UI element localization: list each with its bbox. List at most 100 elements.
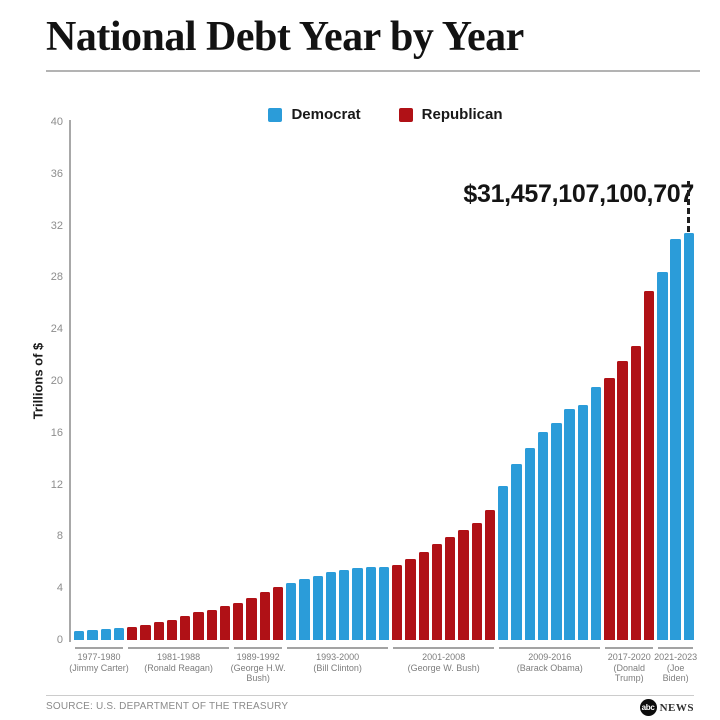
bar-1979 <box>100 629 111 640</box>
abc-logo-icon: abc <box>639 699 657 716</box>
bar-1977 <box>74 630 85 640</box>
x-group-label: 1981-1988 (Ronald Reagan) <box>131 652 227 673</box>
y-tick-label: 4 <box>56 582 63 595</box>
legend-item-republican: Republican <box>398 106 503 123</box>
x-group-label: 1993-2000 (Bill Clinton) <box>290 652 386 673</box>
bar-2012 <box>537 431 549 640</box>
x-group-president: (Donald <box>613 662 646 673</box>
bar-1991 <box>259 592 270 640</box>
source-text: SOURCE: U.S. DEPARTMENT OF THE TREASURY <box>46 701 289 712</box>
bar-2018 <box>617 361 628 640</box>
bar-1992 <box>272 587 284 640</box>
annotation-pointer-line <box>687 181 691 232</box>
bar-2006 <box>458 529 469 640</box>
x-group-label: 2021-2023 (Joe Biden) <box>628 652 720 684</box>
x-group-years: 1981-1988 <box>157 652 201 662</box>
x-group-years: 2001-2008 <box>422 652 466 662</box>
y-tick-label: 16 <box>50 426 63 439</box>
debt-total-annotation: $31,457,107,100,707 <box>463 180 694 208</box>
bar-2014 <box>564 409 575 640</box>
bar-1990 <box>246 598 257 640</box>
x-group-underline <box>499 647 601 649</box>
bar-2019 <box>630 345 642 640</box>
bar-1997 <box>339 569 350 640</box>
y-tick-label: 32 <box>50 219 63 232</box>
bar-1995 <box>312 575 323 640</box>
x-group-president: (Bill Clinton) <box>313 662 362 673</box>
y-tick-label: 8 <box>56 530 63 543</box>
x-group-president: (Jimmy Carter) <box>69 662 129 673</box>
bar-2000 <box>378 566 390 640</box>
legend-label-democrat: Democrat <box>291 106 361 123</box>
x-group-label: 2009-2016 (Barack Obama) <box>502 652 598 673</box>
footer-divider <box>46 695 694 696</box>
bar-1981 <box>127 627 138 640</box>
bar-2023 <box>683 232 695 640</box>
x-group-underline <box>75 647 124 649</box>
x-group-president: Biden) <box>662 673 689 683</box>
bar-2016 <box>590 386 602 640</box>
republican-swatch-icon <box>398 107 413 122</box>
y-tick-label: 24 <box>50 323 63 336</box>
x-group-years: 1989-1992 <box>236 652 280 662</box>
bar-1993 <box>286 582 297 640</box>
bar-2002 <box>405 559 416 640</box>
legend: Democrat Republican <box>74 106 697 123</box>
x-group-president: (Joe <box>666 662 685 673</box>
bar-1996 <box>325 572 337 640</box>
x-group-label: 2017-2020 (Donald Trump) <box>581 652 677 684</box>
x-group-years: 2021-2023 <box>654 652 698 662</box>
y-tick-label: 12 <box>50 478 63 491</box>
x-group-label: 2001-2008 (George W. Bush) <box>396 652 492 673</box>
bar-1986 <box>193 612 204 640</box>
abc-news-logo: abc NEWS <box>639 699 694 716</box>
bar-2011 <box>524 448 535 640</box>
x-group-president: Trump) <box>614 673 644 683</box>
bar-2008 <box>484 510 496 640</box>
y-axis-line <box>69 120 71 642</box>
bar-2009 <box>498 485 509 640</box>
x-group-underline <box>128 647 230 649</box>
y-tick-label: 20 <box>50 375 63 387</box>
bar-2015 <box>577 404 589 640</box>
x-group-label: 1989-1992 (George H.W. Bush) <box>210 652 306 684</box>
y-tick-label: 36 <box>50 167 63 180</box>
bar-2017 <box>604 377 615 640</box>
bar-2003 <box>418 552 429 640</box>
bar-2007 <box>471 523 482 640</box>
bar-1999 <box>365 566 376 640</box>
bar-1982 <box>140 625 151 640</box>
page-title: National Debt Year by Year <box>46 14 524 60</box>
bar-2001 <box>392 564 403 640</box>
bar-1989 <box>233 602 244 640</box>
x-group-years: 1993-2000 <box>316 652 360 662</box>
x-group-underline <box>393 647 495 649</box>
bar-1980 <box>113 628 125 640</box>
x-group-underline <box>605 647 654 649</box>
x-group-years: 1977-1980 <box>77 652 121 662</box>
bar-1983 <box>153 622 164 640</box>
bar-1984 <box>166 619 178 640</box>
y-tick-label: 0 <box>56 634 63 646</box>
x-group-president: Bush) <box>246 673 270 683</box>
bar-1998 <box>352 568 363 640</box>
bar-2013 <box>551 423 562 640</box>
x-group-president: (George W. Bush) <box>407 662 480 673</box>
legend-label-republican: Republican <box>421 106 503 123</box>
bar-2022 <box>670 239 681 640</box>
bar-1987 <box>206 609 217 640</box>
bar-2005 <box>445 537 456 640</box>
title-divider <box>46 70 700 72</box>
x-group-president: (Ronald Reagan) <box>144 662 213 673</box>
bar-2004 <box>431 544 443 640</box>
bar-2020 <box>643 290 655 640</box>
x-group-underline <box>287 647 389 649</box>
x-group-label: 1977-1980 (Jimmy Carter) <box>51 652 147 673</box>
bar-1978 <box>87 630 98 640</box>
bar-1985 <box>180 616 191 640</box>
bar-1994 <box>299 579 310 640</box>
bar-2010 <box>511 464 522 640</box>
democrat-swatch-icon <box>268 107 283 122</box>
x-group-underline <box>658 647 694 649</box>
